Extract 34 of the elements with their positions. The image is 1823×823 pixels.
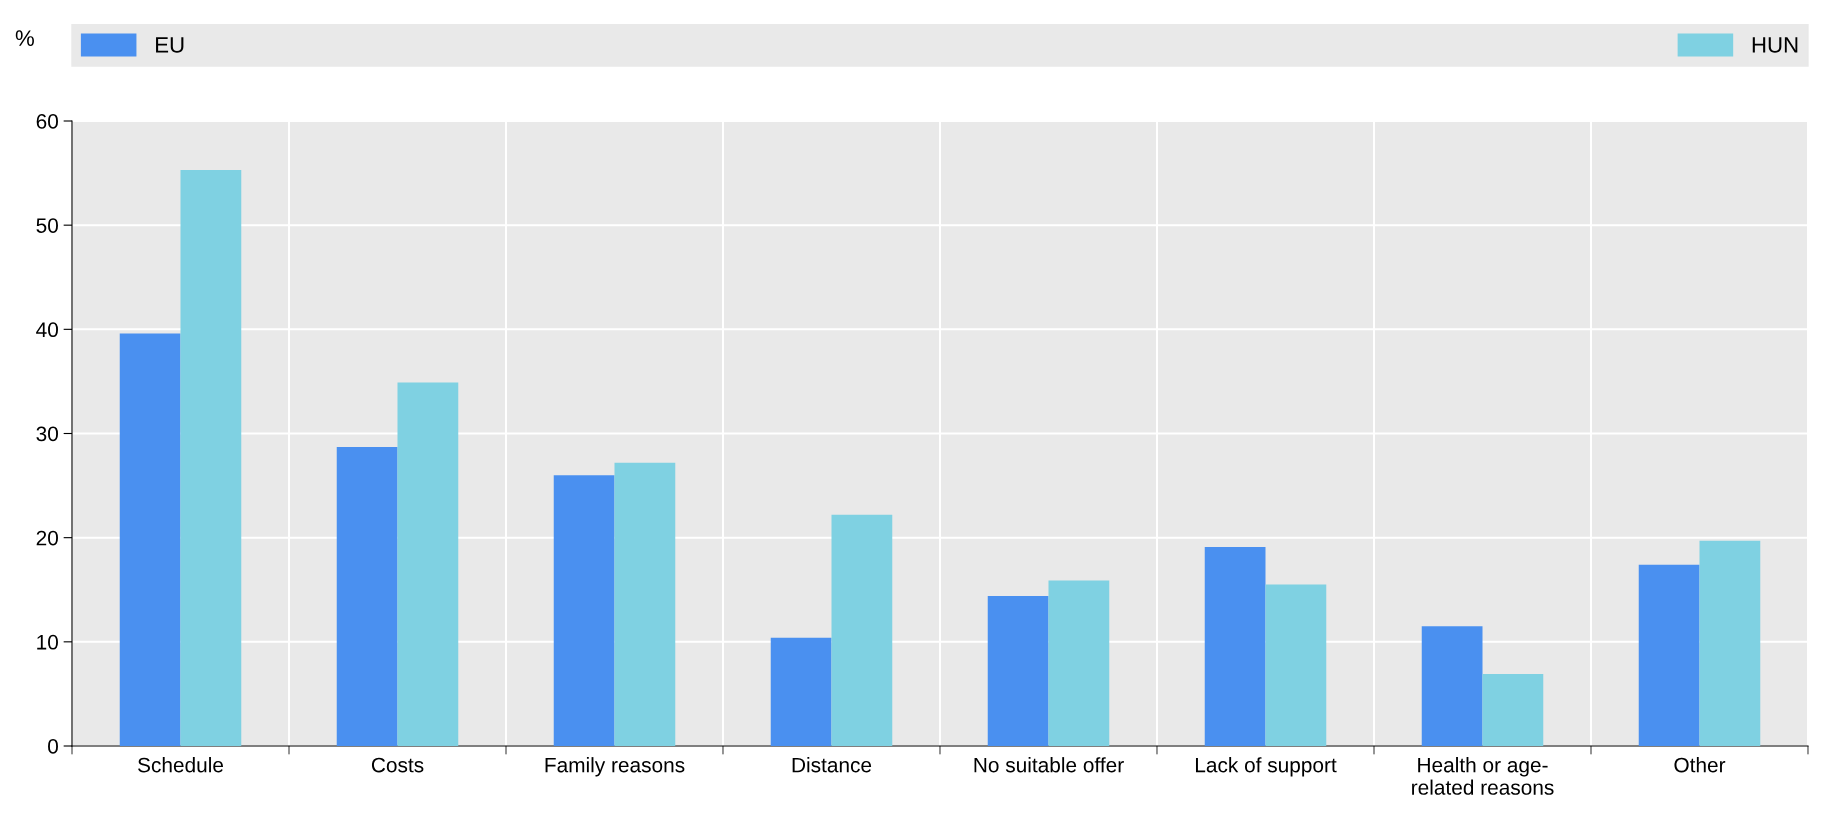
y-tick-label: 0 <box>48 739 58 754</box>
bar <box>770 637 832 746</box>
bar <box>614 462 676 746</box>
bar <box>1204 547 1266 746</box>
y-tick-label: 10 <box>37 634 58 650</box>
x-tick-label: Other <box>1674 757 1726 773</box>
bar <box>119 333 181 746</box>
bar <box>397 382 459 746</box>
y-axis-title: % <box>15 30 34 46</box>
x-tick-label: No suitable offer <box>974 757 1124 773</box>
bar <box>1638 564 1700 746</box>
bar <box>987 596 1049 746</box>
bar <box>1482 674 1544 746</box>
bar <box>1699 540 1761 746</box>
x-tick-label: Schedule <box>138 757 224 773</box>
y-tick-label: 60 <box>36 114 58 129</box>
bar <box>553 475 615 746</box>
bar <box>1265 584 1327 746</box>
y-tick-label: 50 <box>36 218 58 233</box>
bar <box>1048 580 1110 746</box>
x-tick-label: Family reasons <box>545 757 685 777</box>
legend-label: HUN <box>1752 37 1798 53</box>
bar <box>831 514 893 746</box>
legend-label: EU <box>156 37 184 53</box>
x-tick-label: Costs <box>371 757 424 773</box>
bar <box>1421 626 1483 746</box>
x-tick-label: Distance <box>792 757 872 773</box>
bar <box>180 169 242 746</box>
bar <box>336 447 398 746</box>
x-tick-label: Lack of support <box>1195 757 1337 777</box>
y-tick-label: 20 <box>36 530 58 546</box>
y-tick-label: 30 <box>36 426 58 442</box>
x-tick-label: Health or age- related reasons <box>1412 757 1554 795</box>
y-tick-label: 40 <box>36 322 58 338</box>
